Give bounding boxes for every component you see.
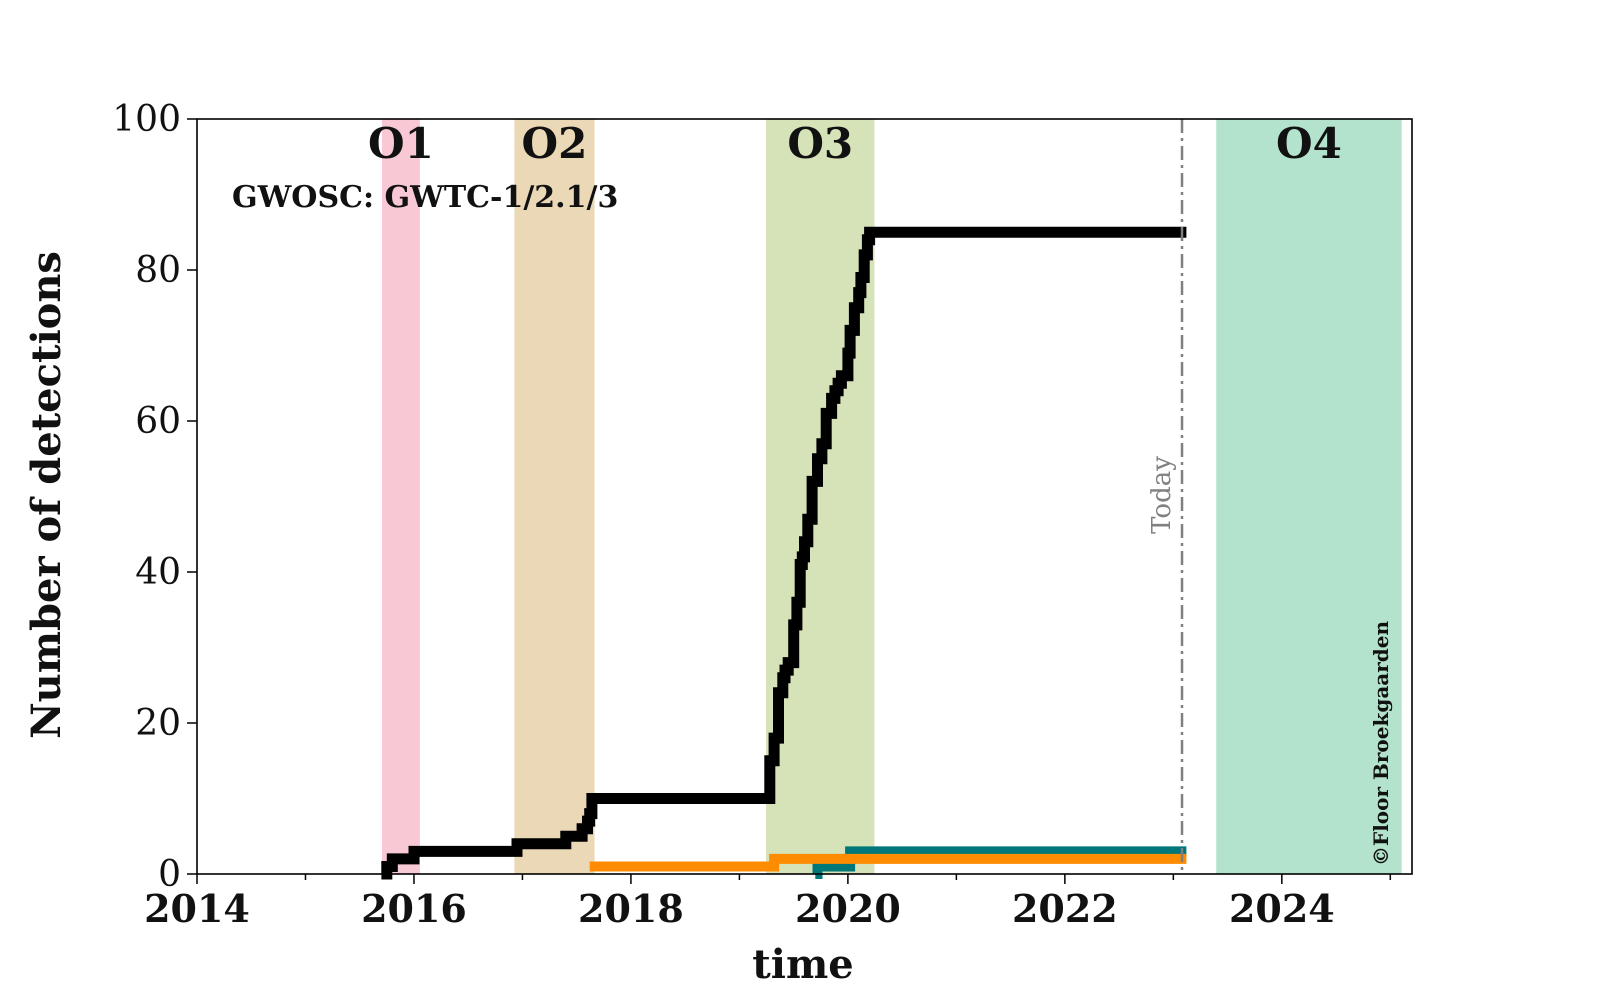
run-band-o3 [766,118,875,875]
y-tick-label: 100 [112,99,181,140]
y-tick-label: 80 [135,250,181,291]
x-axis-label: time [752,941,853,988]
series-line-1 [589,853,1187,872]
run-label-o4: O4 [1276,119,1342,168]
credit-label: ©Floor Broekgaarden [1369,621,1393,866]
today-marker: Today [1147,119,1184,874]
run-band-o2 [514,118,595,875]
dataset-annotation: GWOSC: GWTC-1/2.1/3 [232,180,618,215]
y-tick-label: 0 [158,854,181,895]
x-tick-label: 2024 [1229,886,1335,931]
plot-frame [196,118,1413,875]
run-label-o1: O1 [368,119,434,168]
run-label-o3: O3 [787,119,853,168]
run-band-o1 [382,118,420,875]
run-label-o2: O2 [522,119,588,168]
y-tick-label: 40 [135,552,181,593]
y-tick-label: 20 [135,703,181,744]
series-line-0 [381,226,1187,880]
run-labels: O1 O2 O3 O4 [368,119,1342,168]
x-tick-label: 2020 [795,886,901,931]
y-tick-label: 60 [135,401,181,442]
x-tick-label: 2014 [144,886,250,931]
y-axis-label: Number of detections [23,251,70,739]
x-tick-label: 2022 [1012,886,1118,931]
today-label: Today [1147,456,1177,534]
x-tick-label: 2018 [578,886,684,931]
x-tick-label: 2016 [361,886,467,931]
run-band-o4 [1216,118,1402,875]
axis-ticks: 0 20 40 60 80 100 2014 2016 2018 2020 2022 2024 [112,99,1392,931]
